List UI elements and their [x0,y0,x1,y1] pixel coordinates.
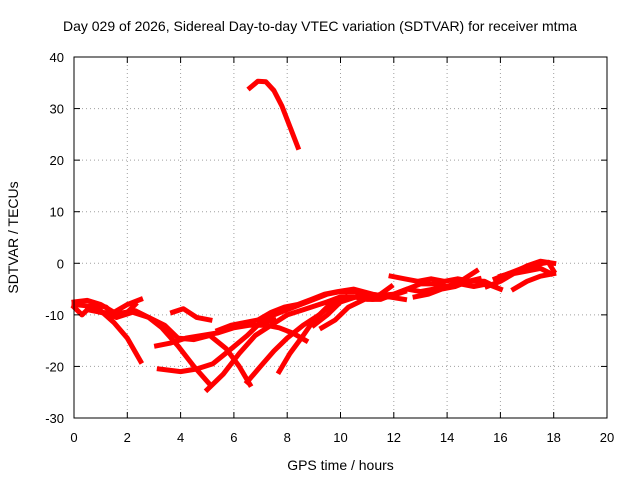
series-line-arc-4 [84,306,214,389]
x-tick-label: 0 [70,430,77,445]
series-line-arc-8 [153,322,310,349]
x-tick-label: 14 [440,430,454,445]
x-axis-label: GPS time / hours [287,457,394,473]
y-tick-label: 40 [50,50,64,65]
series-line-arc-15 [318,283,395,332]
x-tick-label: 16 [493,430,507,445]
y-axis-label: SDTVAR / TECUs [5,181,21,293]
series-line-arc-6 [169,306,213,323]
x-tick-label: 2 [124,430,131,445]
series-line-arc-11 [275,295,342,376]
series-line-arc-20 [483,265,555,290]
grid-lines [74,57,607,418]
x-tick-label: 20 [600,430,614,445]
series-line-arc-24 [246,78,302,151]
series-line-arc-23 [497,258,557,280]
x-tick-label: 4 [177,430,184,445]
series-line-arc-17 [388,273,499,290]
y-tick-label: -10 [45,308,64,323]
chart-title: Day 029 of 2026, Sidereal Day-to-day VTE… [62,18,578,34]
y-tick-label: -20 [45,359,64,374]
x-tick-label: 12 [387,430,401,445]
series-line-arc-22 [510,270,557,293]
x-tick-label: 8 [284,430,291,445]
axis-ticks: 0 2 4 6 8 10 12 14 16 18 20 -30 -20 -10 0 10 20 30 40 [45,50,614,445]
series-group [70,78,558,394]
series-line-arc-18 [390,267,480,298]
series-line-arc-9 [203,296,339,394]
x-tick-label: 18 [546,430,560,445]
y-tick-label: -30 [45,411,64,426]
x-tick-label: 6 [230,430,237,445]
series-line-arc-16 [323,281,504,306]
y-tick-label: 0 [57,256,64,271]
x-tick-label: 10 [333,430,347,445]
y-tick-label: 30 [50,102,64,117]
y-tick-label: 10 [50,205,64,220]
series-line-arc-19 [412,275,483,300]
series-line-arc-2 [71,296,144,315]
y-tick-label: 20 [50,153,64,168]
